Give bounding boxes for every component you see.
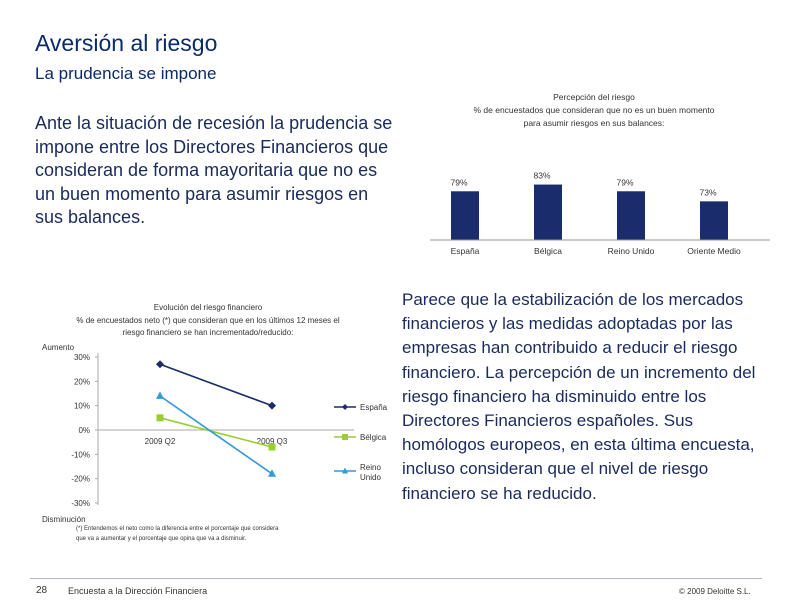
bar-reino-unido: [617, 191, 645, 240]
footer-copyright: © 2009 Deloitte S.L.: [679, 587, 751, 596]
series-line-reino-unido: [159, 395, 273, 475]
bar-chart-title: Percepción del riesgo: [553, 92, 635, 102]
bar-espana: [451, 191, 479, 240]
y-tick-label: -10%: [71, 450, 90, 459]
bar-chart-percepcion-riesgo: Percepción del riesgo % de encuestados q…: [430, 92, 770, 256]
bar-category-label-reino-unido: Reino Unido: [608, 246, 655, 256]
bar-value-label-reino-unido: 79%: [616, 177, 633, 187]
line-chart-subtitle-line1: % de encuestados neto (*) que consideran…: [76, 316, 339, 325]
line-chart-footnote-line2: que va a aumentar y el porcentaje que op…: [76, 536, 247, 542]
page-number: 28: [36, 585, 48, 596]
y-tick-label: 0%: [78, 426, 90, 435]
line-chart-evolucion-riesgo: Evolución del riesgo financiero % de enc…: [42, 303, 388, 542]
x-tick-label: 2009 Q3: [257, 437, 288, 446]
bar-value-label-belgica: 83%: [533, 171, 550, 181]
point-espana-1: [156, 360, 164, 369]
intro-paragraph: Ante la situación de recesión la prudenc…: [35, 113, 393, 227]
y-tick-label: 30%: [74, 353, 90, 362]
bar-belgica: [534, 184, 562, 240]
y-tick-label: 10%: [74, 402, 90, 411]
point-reino-unido-1: [156, 391, 164, 399]
footer-source: Encuesta a la Dirección Financiera: [68, 586, 208, 596]
legend-label-reino-unido: Reino Unido: [360, 463, 381, 482]
footer-divider: [30, 578, 762, 579]
legend-label-belgica: Bélgica: [360, 433, 387, 442]
bar-chart-subtitle-line1: % de encuestados que consideran que no e…: [473, 105, 714, 115]
line-chart-footnote-line1: (*) Entendemos el neto como la diferenci…: [76, 526, 279, 532]
bar-category-label-belgica: Bélgica: [534, 246, 562, 256]
bar-category-label-espana: España: [451, 246, 480, 256]
page-title: Aversión al riesgo: [35, 30, 218, 56]
line-chart-subtitle-line2: riesgo financiero se han incrementado/re…: [123, 328, 294, 337]
conclusion-paragraph: Parece que la estabilización de los merc…: [402, 290, 756, 503]
page-subtitle: La prudencia se impone: [35, 64, 217, 83]
series-line-belgica: [159, 417, 273, 448]
legend-label-espana: España: [360, 403, 388, 412]
x-tick-label: 2009 Q2: [145, 437, 176, 446]
line-chart-title: Evolución del riesgo financiero: [154, 303, 263, 312]
bar-category-label-oriente-medio: Oriente Medio: [687, 246, 741, 256]
point-belgica-2: [268, 443, 276, 451]
line-chart-top-label: Aumento: [42, 343, 75, 352]
bar-oriente-medio: [700, 201, 728, 240]
y-tick-label: 20%: [74, 377, 90, 386]
legend-marker-espana: [342, 404, 348, 410]
legend-marker-reino-unido: [342, 467, 348, 474]
y-tick-label: -20%: [71, 475, 90, 484]
point-belgica-1: [156, 414, 164, 422]
bar-value-label-oriente-medio: 73%: [699, 187, 716, 197]
y-tick-label: -30%: [71, 499, 90, 508]
legend-marker-belgica: [342, 434, 348, 440]
bar-chart-subtitle-line2: para asumir riesgos en sus balances:: [524, 118, 665, 128]
point-reino-unido-2: [268, 469, 276, 477]
series-line-espana: [159, 363, 273, 407]
point-espana-2: [268, 401, 276, 410]
bar-value-label-espana: 79%: [450, 177, 467, 187]
line-chart-bottom-label: Disminución: [42, 515, 86, 524]
